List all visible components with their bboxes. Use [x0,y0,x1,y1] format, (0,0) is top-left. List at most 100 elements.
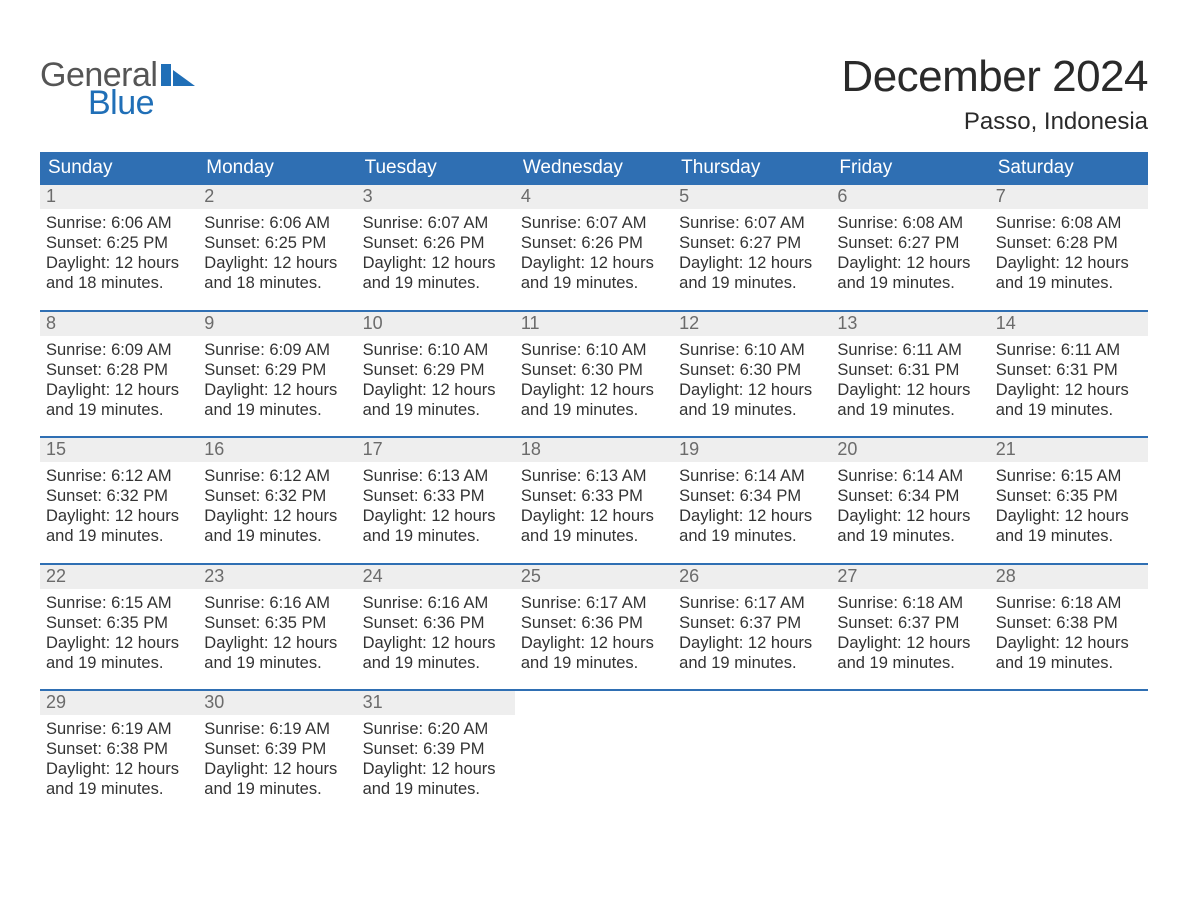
day-number: 24 [357,565,515,589]
sunrise-line: Sunrise: 6:08 AM [837,213,983,233]
sunrise-line: Sunrise: 6:07 AM [363,213,509,233]
calendar-day: 21Sunrise: 6:15 AMSunset: 6:35 PMDayligh… [990,438,1148,549]
daylight-line-2: and 19 minutes. [46,779,192,799]
day-number: 20 [831,438,989,462]
daylight-line-1: Daylight: 12 hours [46,380,192,400]
calendar-day: 25Sunrise: 6:17 AMSunset: 6:36 PMDayligh… [515,565,673,676]
sunrise-line: Sunrise: 6:18 AM [837,593,983,613]
sunrise-line: Sunrise: 6:19 AM [204,719,350,739]
daylight-line-2: and 19 minutes. [996,653,1142,673]
sunset-line: Sunset: 6:37 PM [837,613,983,633]
sunrise-line: Sunrise: 6:17 AM [521,593,667,613]
sunset-line: Sunset: 6:31 PM [996,360,1142,380]
sunset-line: Sunset: 6:36 PM [521,613,667,633]
calendar-day: 5Sunrise: 6:07 AMSunset: 6:27 PMDaylight… [673,185,831,296]
daylight-line-2: and 19 minutes. [204,526,350,546]
daylight-line-2: and 19 minutes. [46,400,192,420]
sunset-line: Sunset: 6:29 PM [204,360,350,380]
day-number: 3 [357,185,515,209]
daylight-line-2: and 19 minutes. [837,273,983,293]
day-number: 25 [515,565,673,589]
daylight-line-1: Daylight: 12 hours [837,633,983,653]
daylight-line-2: and 19 minutes. [521,526,667,546]
calendar-week: 15Sunrise: 6:12 AMSunset: 6:32 PMDayligh… [40,436,1148,549]
daylight-line-2: and 19 minutes. [837,400,983,420]
day-number: 9 [198,312,356,336]
weekday-friday: Friday [831,152,989,185]
daylight-line-2: and 19 minutes. [679,400,825,420]
month-title: December 2024 [841,52,1148,102]
sunrise-line: Sunrise: 6:07 AM [679,213,825,233]
day-body: Sunrise: 6:16 AMSunset: 6:36 PMDaylight:… [357,589,515,676]
day-number: 10 [357,312,515,336]
day-body: Sunrise: 6:18 AMSunset: 6:38 PMDaylight:… [990,589,1148,676]
day-body: Sunrise: 6:11 AMSunset: 6:31 PMDaylight:… [831,336,989,423]
sunset-line: Sunset: 6:30 PM [521,360,667,380]
daylight-line-2: and 19 minutes. [996,273,1142,293]
sunrise-line: Sunrise: 6:10 AM [679,340,825,360]
daylight-line-1: Daylight: 12 hours [204,506,350,526]
weekday-monday: Monday [198,152,356,185]
daylight-line-1: Daylight: 12 hours [363,380,509,400]
day-number: 27 [831,565,989,589]
daylight-line-1: Daylight: 12 hours [996,253,1142,273]
sunrise-line: Sunrise: 6:17 AM [679,593,825,613]
daylight-line-1: Daylight: 12 hours [46,506,192,526]
daylight-line-1: Daylight: 12 hours [204,759,350,779]
calendar-day [831,691,989,802]
day-number [831,691,989,694]
daylight-line-1: Daylight: 12 hours [363,759,509,779]
daylight-line-2: and 19 minutes. [204,779,350,799]
daylight-line-2: and 19 minutes. [521,400,667,420]
sunset-line: Sunset: 6:31 PM [837,360,983,380]
sunset-line: Sunset: 6:39 PM [204,739,350,759]
daylight-line-1: Daylight: 12 hours [521,380,667,400]
calendar-day: 27 Sunrise: 6:18 AMSunset: 6:37 PMDayligh… [831,565,989,676]
calendar-day: 7Sunrise: 6:08 AMSunset: 6:28 PMDaylight… [990,185,1148,296]
daylight-line-1: Daylight: 12 hours [996,633,1142,653]
day-body: Sunrise: 6:19 AMSunset: 6:39 PMDaylight:… [198,715,356,802]
sunrise-line: Sunrise: 6:10 AM [363,340,509,360]
sunset-line: Sunset: 6:25 PM [46,233,192,253]
daylight-line-1: Daylight: 12 hours [679,506,825,526]
sunset-line: Sunset: 6:32 PM [204,486,350,506]
day-number: 8 [40,312,198,336]
sunset-line: Sunset: 6:36 PM [363,613,509,633]
day-number: 31 [357,691,515,715]
sunset-line: Sunset: 6:25 PM [204,233,350,253]
day-body: Sunrise: 6:15 AMSunset: 6:35 PMDaylight:… [40,589,198,676]
day-number: 17 [357,438,515,462]
calendar-day: 4Sunrise: 6:07 AMSunset: 6:26 PMDaylight… [515,185,673,296]
day-body: Sunrise: 6:07 AMSunset: 6:27 PMDaylight:… [673,209,831,296]
daylight-line-2: and 19 minutes. [837,526,983,546]
daylight-line-1: Daylight: 12 hours [679,253,825,273]
sunset-line: Sunset: 6:38 PM [996,613,1142,633]
calendar-day: 19Sunrise: 6:14 AMSunset: 6:34 PMDayligh… [673,438,831,549]
day-body: Sunrise: 6:20 AMSunset: 6:39 PMDaylight:… [357,715,515,802]
daylight-line-1: Daylight: 12 hours [521,253,667,273]
daylight-line-2: and 19 minutes. [521,273,667,293]
day-number: 7 [990,185,1148,209]
header-bar: General Blue December 2024 Passo, Indone… [40,24,1148,146]
sunrise-line: Sunrise: 6:19 AM [46,719,192,739]
daylight-line-2: and 19 minutes. [521,653,667,673]
daylight-line-1: Daylight: 12 hours [837,380,983,400]
day-body: Sunrise: 6:17 AMSunset: 6:37 PMDaylight:… [673,589,831,676]
calendar-day: 9Sunrise: 6:09 AMSunset: 6:29 PMDaylight… [198,312,356,423]
daylight-line-1: Daylight: 12 hours [837,253,983,273]
calendar-week: 29Sunrise: 6:19 AMSunset: 6:38 PMDayligh… [40,689,1148,802]
sunset-line: Sunset: 6:27 PM [679,233,825,253]
day-body: Sunrise: 6:15 AMSunset: 6:35 PMDaylight:… [990,462,1148,549]
sunset-line: Sunset: 6:39 PM [363,739,509,759]
day-number: 13 [831,312,989,336]
day-number: 26 [673,565,831,589]
day-body: Sunrise: 6:08 AMSunset: 6:27 PMDaylight:… [831,209,989,296]
calendar-week: 22Sunrise: 6:15 AMSunset: 6:35 PMDayligh… [40,563,1148,676]
sunrise-line: Sunrise: 6:14 AM [837,466,983,486]
daylight-line-2: and 19 minutes. [363,526,509,546]
sunset-line: Sunset: 6:32 PM [46,486,192,506]
daylight-line-1: Daylight: 12 hours [363,633,509,653]
calendar-day: 14Sunrise: 6:11 AMSunset: 6:31 PMDayligh… [990,312,1148,423]
day-body: Sunrise: 6:14 AMSunset: 6:34 PMDaylight:… [673,462,831,549]
sunrise-line: Sunrise: 6:20 AM [363,719,509,739]
